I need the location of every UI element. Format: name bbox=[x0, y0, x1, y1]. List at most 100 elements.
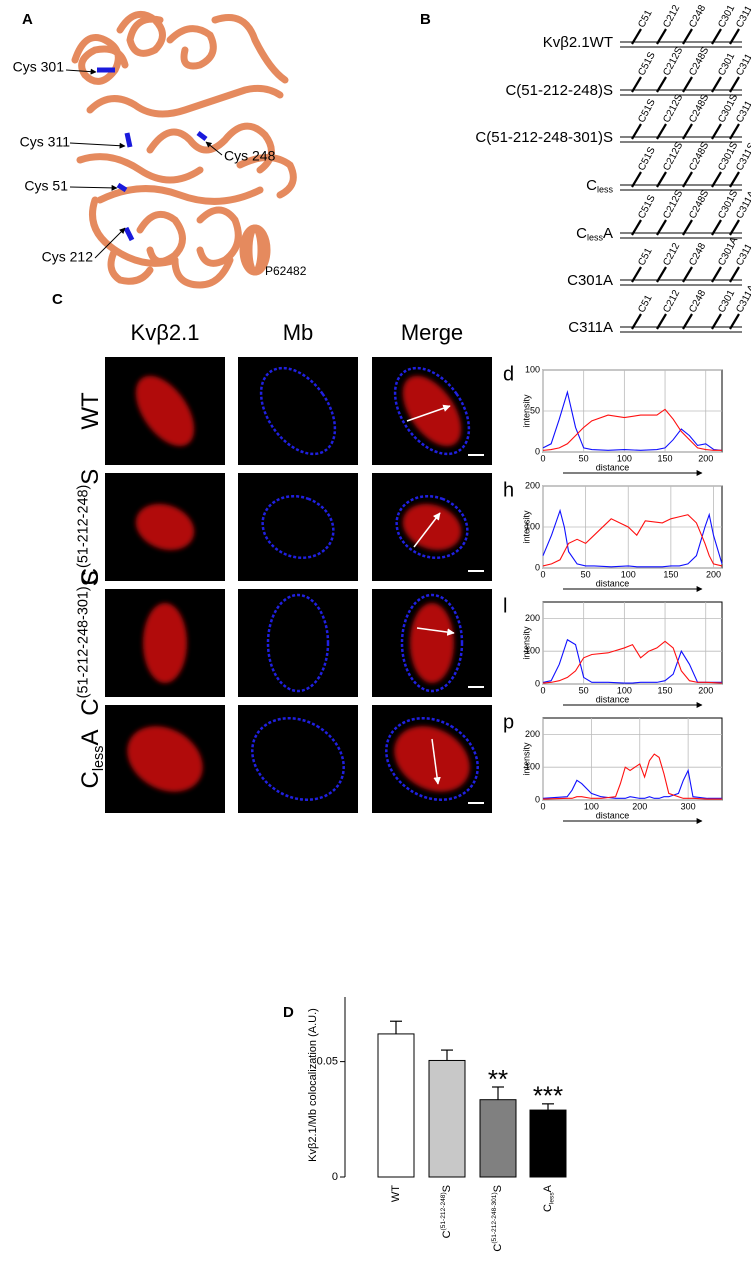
x-tick-label-part: A bbox=[542, 1184, 554, 1192]
site-stick bbox=[711, 313, 722, 330]
y-tick-label: 50 bbox=[530, 405, 540, 415]
profile-line bbox=[542, 514, 723, 567]
site-label: Cys 212 bbox=[42, 249, 94, 265]
site-label: C212S bbox=[661, 45, 685, 77]
y-tick-label: 0 bbox=[332, 1171, 338, 1183]
construct-name-part: less bbox=[597, 185, 614, 195]
site-label: C311 bbox=[734, 52, 751, 78]
x-axis-label: distance bbox=[596, 694, 630, 704]
construct-name: C(51-212-248-301)S bbox=[475, 129, 613, 146]
site-label: C212S bbox=[661, 188, 685, 220]
site-stick bbox=[631, 313, 642, 330]
site-label: C248S bbox=[687, 92, 711, 124]
site-stick bbox=[711, 76, 722, 93]
y-tick-label: 100 bbox=[525, 762, 540, 772]
site-stick bbox=[711, 171, 722, 188]
x-tick-label: 150 bbox=[658, 453, 673, 463]
profile-line bbox=[542, 768, 722, 799]
site-stick bbox=[711, 219, 722, 236]
blue-signal bbox=[261, 494, 335, 560]
x-tick-label: C(51-212-248)S bbox=[440, 1185, 453, 1238]
site-stick bbox=[711, 266, 722, 283]
profile-arrow bbox=[413, 512, 441, 548]
construct-name-part: C301A bbox=[567, 272, 613, 289]
construct-name-part: C bbox=[576, 225, 587, 242]
construct-name-part: C(51-212-248)S bbox=[505, 82, 613, 99]
row-label-part: S bbox=[77, 570, 104, 586]
site-label: C51S bbox=[636, 97, 658, 125]
row-label-part: C bbox=[77, 698, 104, 715]
profile-arrow bbox=[431, 738, 441, 785]
x-tick-label-part: S bbox=[441, 1185, 453, 1192]
construct-name-part: Kvβ2.1WT bbox=[543, 34, 613, 51]
site-stick bbox=[656, 171, 667, 188]
site-label: C301 bbox=[716, 3, 737, 30]
construct-name-part: C(51-212-248-301)S bbox=[475, 129, 613, 146]
site-stick bbox=[682, 266, 693, 283]
site-stick bbox=[682, 313, 693, 330]
row-label: WT bbox=[77, 392, 104, 430]
red-signal bbox=[135, 503, 195, 551]
site-stick bbox=[656, 266, 667, 283]
construct-name: C301A bbox=[567, 272, 613, 289]
site-stick bbox=[729, 123, 740, 140]
y-axis-label: intensity bbox=[521, 394, 531, 428]
construct-name: Cless bbox=[586, 177, 613, 195]
x-tick-label-part: C bbox=[441, 1230, 453, 1238]
row-label-part: S bbox=[77, 469, 104, 485]
x-tick-label: 200 bbox=[698, 685, 713, 695]
site-stick bbox=[711, 123, 722, 140]
site-label: C311A bbox=[734, 283, 751, 315]
row-label-part: A bbox=[77, 730, 104, 746]
accession: P62482 bbox=[265, 264, 307, 278]
blue-signal bbox=[259, 366, 337, 456]
image-letter: j bbox=[245, 593, 250, 615]
site-stick bbox=[631, 28, 642, 45]
red-signal bbox=[143, 603, 187, 683]
x-tick-label: 0 bbox=[540, 801, 545, 811]
image-letter: c bbox=[380, 361, 390, 383]
x-tick-label: 200 bbox=[698, 453, 713, 463]
profile-line bbox=[542, 408, 722, 451]
bar bbox=[428, 1059, 466, 1178]
site-label: C51 bbox=[636, 293, 655, 315]
x-tick-label: WT bbox=[390, 1185, 402, 1202]
x-tick-label: 200 bbox=[706, 569, 721, 579]
y-axis-label: intensity bbox=[521, 742, 531, 776]
bar bbox=[479, 1099, 517, 1178]
site-stick bbox=[656, 219, 667, 236]
site-label: C248S bbox=[687, 140, 711, 172]
profile-line bbox=[542, 753, 722, 800]
arrows bbox=[65, 68, 223, 259]
site-label: C212 bbox=[661, 3, 682, 30]
micrographs bbox=[105, 357, 492, 813]
site-stick bbox=[729, 76, 740, 93]
y-tick-label: 0 bbox=[535, 678, 540, 688]
row-label: C(51-212-248-301)S bbox=[75, 570, 104, 715]
x-tick-label-part: S bbox=[492, 1185, 504, 1192]
site-label: C301 bbox=[716, 51, 737, 78]
row-label-part: (51-212-248-301) bbox=[75, 586, 91, 698]
site-label: C301 bbox=[716, 288, 737, 315]
x-tick-label: 50 bbox=[579, 453, 589, 463]
cysteine-markers bbox=[97, 67, 208, 242]
x-tick-label-part: (51-212-248) bbox=[440, 1192, 447, 1230]
micrograph bbox=[238, 473, 358, 581]
profile-line bbox=[542, 640, 723, 684]
site-label: C212S bbox=[661, 92, 685, 124]
site-stick bbox=[631, 76, 642, 93]
site-label: C212 bbox=[661, 241, 682, 268]
y-axis-label: intensity bbox=[521, 510, 531, 544]
x-tick-label: 300 bbox=[681, 801, 696, 811]
plot-letter: l bbox=[503, 595, 507, 617]
row-label: ClessA bbox=[77, 730, 107, 789]
site-label: C248S bbox=[687, 45, 711, 77]
site-stick bbox=[631, 171, 642, 188]
site-stick bbox=[729, 219, 740, 236]
plot-frame bbox=[542, 717, 723, 801]
site-label: C248 bbox=[687, 288, 708, 315]
construct-name-part: A bbox=[603, 225, 613, 242]
red-signal bbox=[402, 375, 462, 447]
row-label-part: WT bbox=[77, 392, 104, 430]
blue-signal bbox=[395, 494, 469, 560]
